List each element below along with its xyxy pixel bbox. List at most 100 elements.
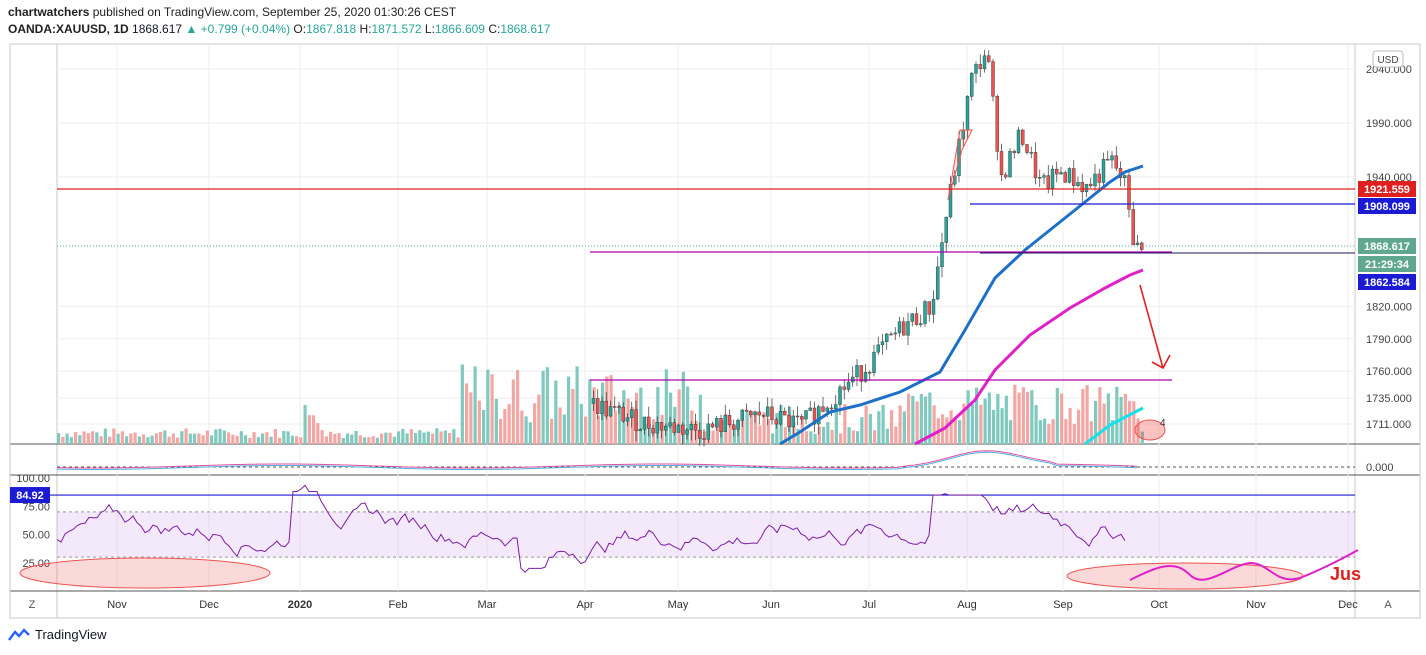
volume-bar bbox=[686, 386, 690, 444]
candle-body bbox=[672, 422, 676, 433]
volume-bar bbox=[320, 430, 324, 444]
volume-bar bbox=[1081, 389, 1085, 444]
volume-bar bbox=[499, 418, 503, 444]
candle-body bbox=[1046, 175, 1050, 189]
volume-bar bbox=[269, 436, 273, 444]
price-chart[interactable]: Nov Dec 2020 Feb Mar Apr May Jun Jul Aug Sep Oct Nov… bbox=[0, 0, 1426, 620]
volume-bar bbox=[324, 436, 328, 444]
x-tick-label: Jul bbox=[862, 599, 876, 611]
candle-body bbox=[808, 407, 812, 411]
candle-body bbox=[927, 301, 931, 315]
volume-bar bbox=[1055, 387, 1059, 444]
volume-bar bbox=[439, 431, 443, 444]
volume-bar bbox=[99, 436, 103, 444]
volume-bar bbox=[205, 430, 209, 444]
oversold-ellipse-right bbox=[1066, 562, 1304, 590]
trend-cyan-line bbox=[1084, 406, 1144, 446]
candle-body bbox=[774, 419, 778, 425]
candle-body bbox=[676, 424, 681, 433]
volume-bar bbox=[703, 431, 707, 444]
volume-bar bbox=[698, 394, 702, 444]
candle-body bbox=[1089, 183, 1093, 187]
volume-bar bbox=[201, 435, 205, 444]
volume-bar bbox=[541, 370, 545, 444]
candle-body bbox=[1063, 172, 1067, 183]
rsi-tick-label: 75.00 bbox=[22, 501, 50, 513]
volume-bar bbox=[919, 393, 923, 444]
volume-bar bbox=[669, 392, 673, 444]
candle-body bbox=[706, 423, 710, 440]
candle-body bbox=[863, 372, 868, 382]
zoom-reset-button[interactable]: Z bbox=[28, 599, 36, 611]
candle-body bbox=[897, 321, 902, 334]
volume-bar bbox=[983, 398, 987, 444]
candle-body bbox=[749, 410, 753, 416]
rsi-annotation-text: Jus bbox=[1330, 564, 1361, 584]
volume-bar bbox=[516, 369, 520, 444]
candle-body bbox=[885, 333, 889, 342]
candle-body bbox=[1038, 177, 1042, 179]
volume-bar bbox=[363, 437, 367, 444]
volume-bar bbox=[108, 436, 112, 444]
candle-body bbox=[957, 138, 961, 176]
candle-body bbox=[1033, 152, 1038, 179]
volume-bar bbox=[239, 431, 243, 444]
candle-body bbox=[1059, 172, 1063, 175]
candle-body bbox=[638, 429, 642, 432]
author-name[interactable]: chartwatchers bbox=[8, 5, 90, 19]
x-tick-label: May bbox=[668, 599, 689, 611]
volume-bar bbox=[545, 367, 549, 444]
auto-scale-button[interactable]: A bbox=[1384, 599, 1392, 611]
volume-bar bbox=[511, 379, 515, 444]
volume-bar bbox=[69, 437, 73, 444]
candle-body bbox=[693, 424, 698, 431]
candle-body bbox=[906, 321, 910, 336]
candle-body bbox=[936, 266, 940, 300]
y-tick-label: 1711.000 bbox=[1366, 419, 1411, 431]
volume-bar bbox=[762, 412, 766, 444]
rsi-line bbox=[56, 484, 1126, 573]
volume-bar bbox=[1132, 401, 1136, 444]
volume-bar bbox=[252, 432, 256, 444]
volume-bar bbox=[380, 433, 384, 444]
volume-bar bbox=[392, 436, 396, 444]
volume-bar bbox=[74, 432, 78, 444]
volume-bar bbox=[554, 380, 558, 444]
volume-bar bbox=[235, 435, 239, 444]
volume-bar bbox=[830, 429, 834, 444]
y-tick-label: 1735.000 bbox=[1366, 393, 1412, 405]
candle-body bbox=[702, 438, 706, 440]
volume-bar bbox=[57, 433, 61, 444]
candle-body bbox=[757, 411, 761, 416]
volume-bar bbox=[596, 415, 600, 444]
candle-body bbox=[1106, 159, 1110, 161]
price-tag bbox=[1358, 181, 1416, 197]
candle-body bbox=[914, 313, 919, 325]
volume-bar bbox=[1094, 400, 1098, 444]
price-change: +0.799 (+0.04%) bbox=[200, 22, 291, 36]
x-tick-label: Mar bbox=[478, 599, 497, 611]
volume-bar bbox=[65, 433, 69, 444]
candle-body bbox=[689, 424, 693, 431]
candle-body bbox=[1021, 129, 1025, 145]
candle-body bbox=[685, 429, 689, 435]
ma-blue-line bbox=[779, 164, 1144, 446]
volume-bar bbox=[477, 400, 481, 444]
volume-bar bbox=[290, 435, 294, 444]
footer-brand[interactable]: TradingView bbox=[8, 627, 107, 642]
price-tag-label: 1862.584 bbox=[1364, 277, 1411, 289]
volume-bar bbox=[1098, 387, 1102, 444]
volume-bar bbox=[193, 433, 197, 444]
volume-bar bbox=[728, 420, 732, 444]
candle-body bbox=[931, 298, 936, 315]
close-value: 1868.617 bbox=[500, 22, 551, 36]
volume-bar bbox=[146, 437, 150, 444]
volume-bar bbox=[384, 432, 388, 444]
volume-bar bbox=[120, 431, 124, 444]
volume-bar bbox=[346, 433, 350, 444]
volume-bar bbox=[401, 428, 405, 444]
candle-body bbox=[634, 409, 638, 432]
volume-bar bbox=[1009, 420, 1013, 444]
candle-body bbox=[651, 428, 655, 434]
candle-body bbox=[1123, 175, 1127, 179]
